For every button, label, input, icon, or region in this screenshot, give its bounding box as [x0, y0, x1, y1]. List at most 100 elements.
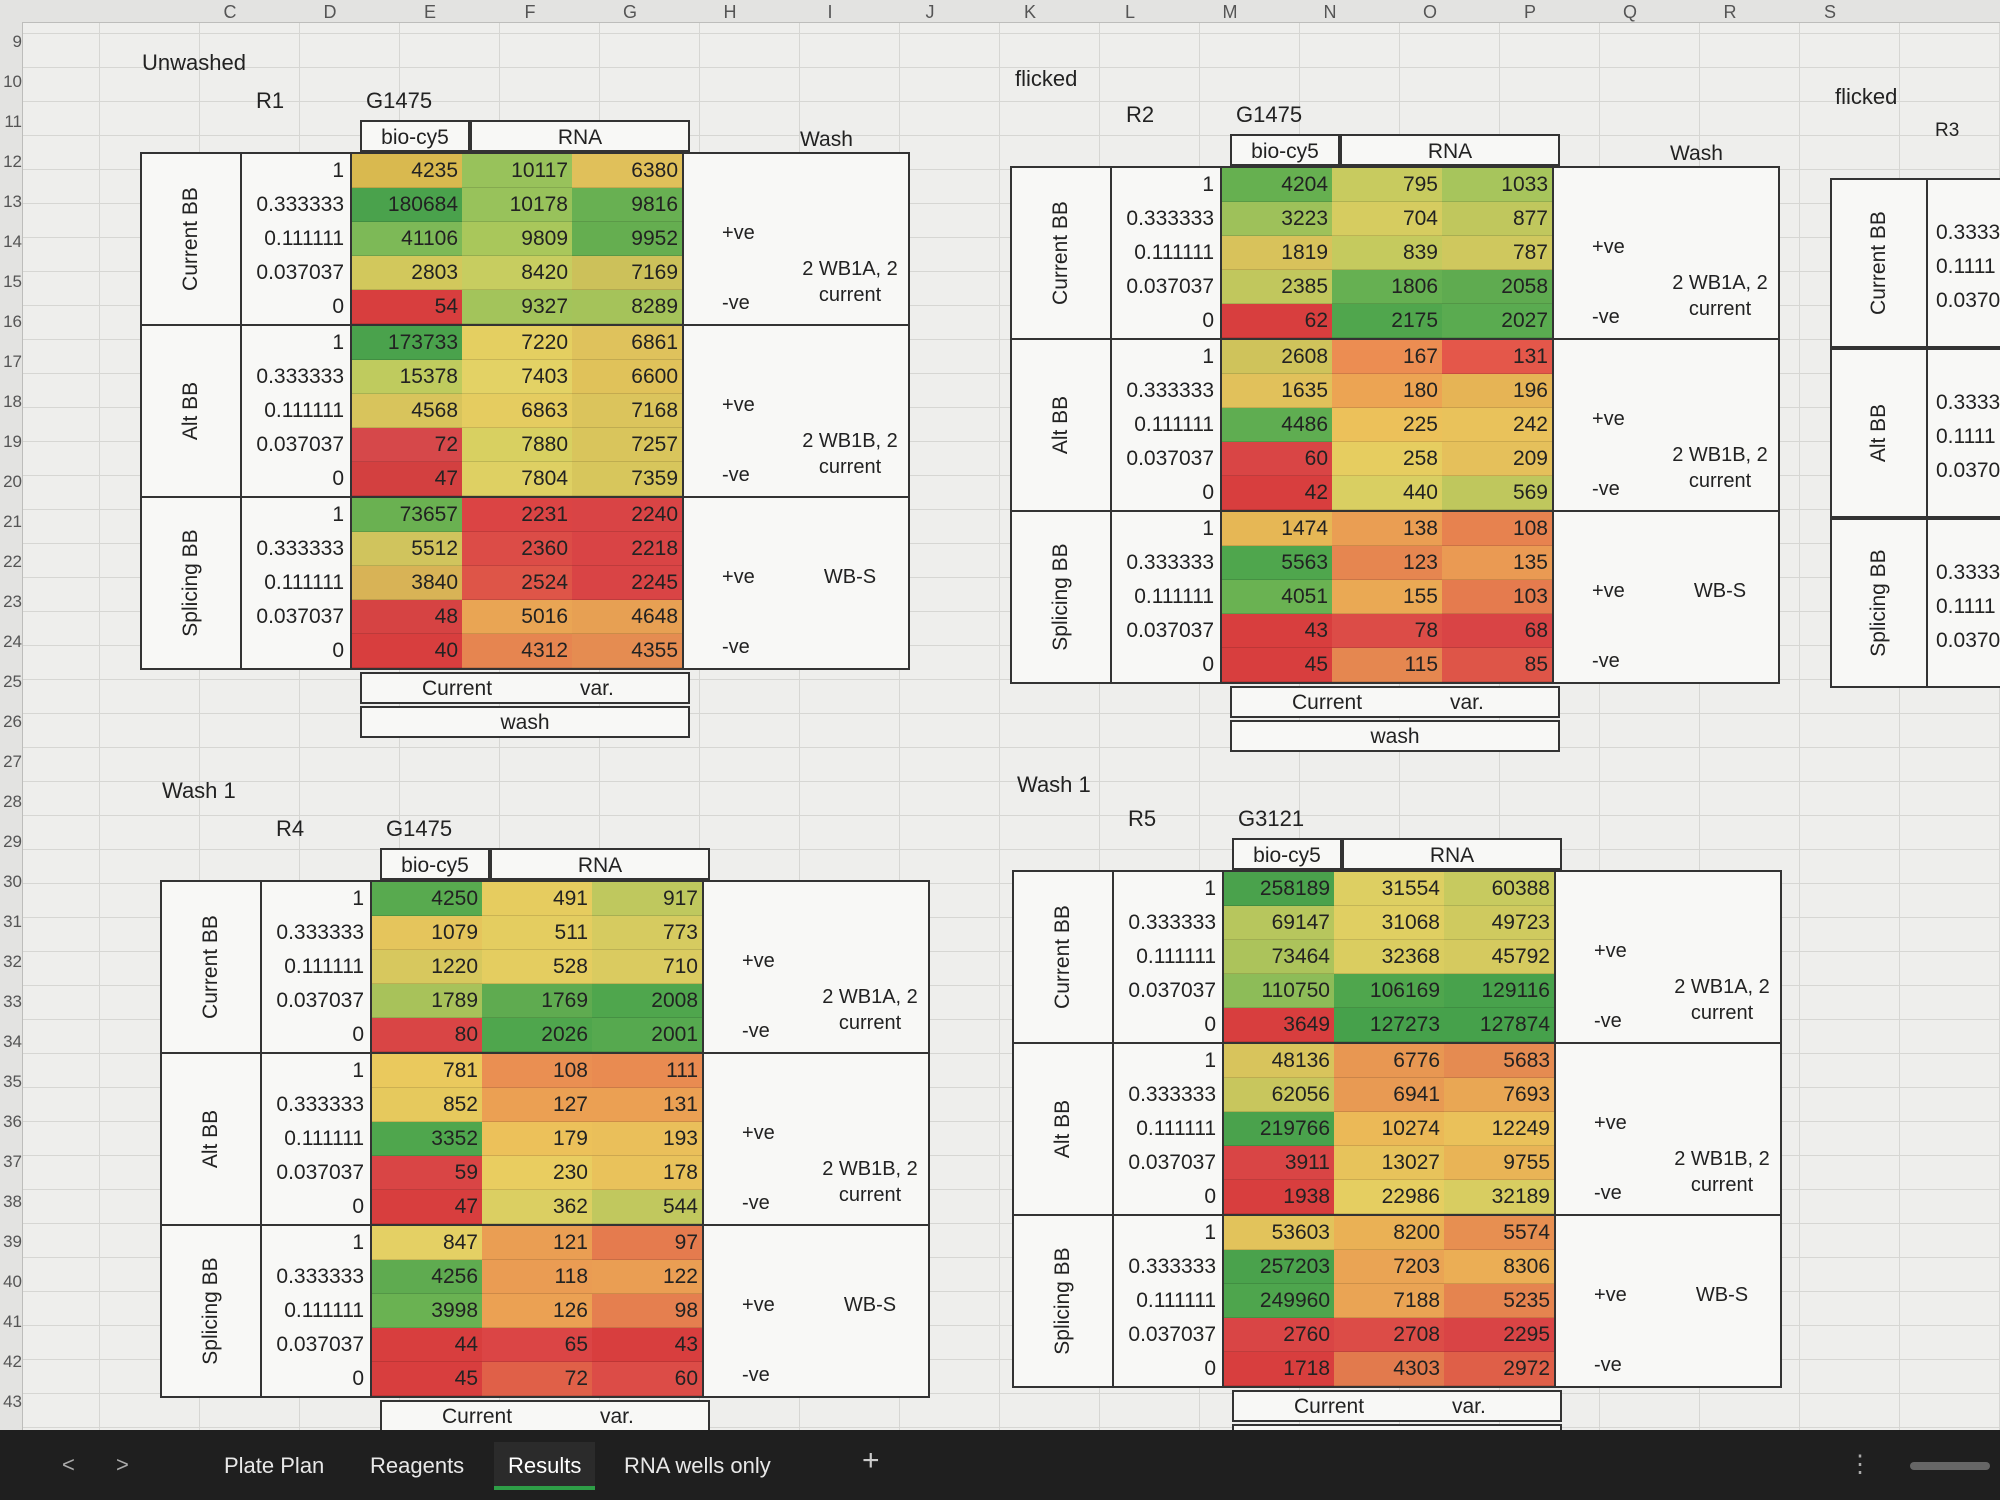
data-cell[interactable]: 47: [372, 1190, 482, 1224]
data-cell[interactable]: 3223: [1222, 202, 1332, 236]
data-cell[interactable]: 8420: [462, 256, 572, 290]
data-cell[interactable]: 103: [1442, 580, 1552, 614]
row-number[interactable]: 15: [3, 272, 22, 291]
row-number[interactable]: 41: [3, 1312, 22, 1331]
row-number[interactable]: 25: [3, 672, 22, 691]
negative-control-label[interactable]: -ve: [1592, 478, 1620, 500]
label-unwashed[interactable]: Unwashed: [142, 50, 246, 75]
concentration-cell[interactable]: 0.0370: [1936, 459, 2000, 482]
data-cell[interactable]: 173733: [352, 326, 462, 360]
data-cell[interactable]: 12249: [1444, 1112, 1554, 1146]
data-cell[interactable]: 839: [1332, 236, 1442, 270]
data-cell[interactable]: 10274: [1334, 1112, 1444, 1146]
column-letter[interactable]: S: [1823, 2, 1836, 22]
data-cell[interactable]: 1635: [1222, 374, 1332, 408]
data-cell[interactable]: 10178: [462, 188, 572, 222]
wash-buffer-label[interactable]: WB-S: [823, 566, 877, 588]
col-header-rna[interactable]: RNA: [490, 848, 710, 880]
concentration-cell[interactable]: 0.111111: [264, 227, 344, 250]
data-cell[interactable]: 4312: [462, 634, 572, 668]
concentration-cell[interactable]: 0.333333: [276, 1265, 364, 1288]
group-label-cell[interactable]: Current BB: [1832, 180, 1928, 346]
data-cell[interactable]: 511: [482, 916, 592, 950]
data-cell[interactable]: 2001: [592, 1018, 702, 1052]
footer-current-var[interactable]: Current var.: [1230, 686, 1560, 718]
group-label-cell[interactable]: Alt BB: [1832, 350, 1928, 516]
data-cell[interactable]: 10117: [462, 154, 572, 188]
data-cell[interactable]: 242: [1442, 408, 1552, 442]
data-cell[interactable]: 852: [372, 1088, 482, 1122]
data-cell[interactable]: 97: [592, 1226, 702, 1260]
data-cell[interactable]: 209: [1442, 442, 1552, 476]
data-cell[interactable]: 48: [352, 600, 462, 634]
data-cell[interactable]: 440: [1332, 476, 1442, 510]
row-number[interactable]: 16: [3, 312, 22, 331]
data-cell[interactable]: 85: [1442, 648, 1552, 682]
plate-label[interactable]: G3121: [1238, 806, 1305, 831]
data-cell[interactable]: 257203: [1224, 1250, 1334, 1284]
concentration-cell[interactable]: 1: [332, 331, 344, 354]
concentration-cell[interactable]: 0: [352, 1195, 364, 1218]
concentration-cell[interactable]: 0.333333: [1128, 911, 1216, 934]
concentration-cell[interactable]: 1: [1204, 1221, 1216, 1244]
data-cell[interactable]: 6861: [572, 326, 682, 360]
data-cell[interactable]: 54: [352, 290, 462, 324]
row-number[interactable]: 20: [3, 472, 22, 491]
data-cell[interactable]: 7257: [572, 428, 682, 462]
data-cell[interactable]: 2058: [1442, 270, 1552, 304]
negative-control-label[interactable]: -ve: [742, 1020, 770, 1042]
data-cell[interactable]: 31068: [1334, 906, 1444, 940]
data-cell[interactable]: 7804: [462, 462, 572, 496]
data-cell[interactable]: 118: [482, 1260, 592, 1294]
tab-results[interactable]: Results: [494, 1442, 596, 1490]
concentration-cell[interactable]: 0.111111: [284, 1127, 364, 1150]
row-number[interactable]: 18: [3, 392, 22, 411]
positive-control-label[interactable]: +ve: [1594, 1112, 1627, 1134]
concentration-cell[interactable]: 1: [332, 159, 344, 182]
row-number[interactable]: 12: [3, 152, 22, 171]
row-number[interactable]: 31: [3, 912, 22, 931]
data-cell[interactable]: 249960: [1224, 1284, 1334, 1318]
data-cell[interactable]: 528: [482, 950, 592, 984]
negative-control-label[interactable]: -ve: [1594, 1010, 1622, 1032]
data-cell[interactable]: 193: [592, 1122, 702, 1156]
data-cell[interactable]: 179: [482, 1122, 592, 1156]
positive-control-label[interactable]: +ve: [1594, 940, 1627, 962]
group-label-cell[interactable]: Current BB: [162, 882, 262, 1052]
data-cell[interactable]: 73464: [1224, 940, 1334, 974]
column-letter[interactable]: F: [524, 2, 536, 22]
data-cell[interactable]: 3911: [1224, 1146, 1334, 1180]
data-cell[interactable]: 108: [1442, 512, 1552, 546]
concentration-cell[interactable]: 0.0370: [1936, 629, 2000, 652]
label-wash1-right[interactable]: Wash 1: [1017, 772, 1091, 797]
data-cell[interactable]: 7403: [462, 360, 572, 394]
data-cell[interactable]: 2524: [462, 566, 572, 600]
data-cell[interactable]: 710: [592, 950, 702, 984]
negative-control-label[interactable]: -ve: [722, 292, 750, 314]
tab-plate-plan[interactable]: Plate Plan: [224, 1453, 325, 1478]
concentration-cell[interactable]: 0.333333: [256, 193, 344, 216]
data-cell[interactable]: 787: [1442, 236, 1552, 270]
data-cell[interactable]: 6600: [572, 360, 682, 394]
data-cell[interactable]: 2026: [482, 1018, 592, 1052]
data-cell[interactable]: 5574: [1444, 1216, 1554, 1250]
concentration-cell[interactable]: 0.3333: [1936, 391, 2000, 414]
data-cell[interactable]: 795: [1332, 168, 1442, 202]
group-label-cell[interactable]: Current BB: [1014, 872, 1114, 1042]
data-cell[interactable]: 2972: [1444, 1352, 1554, 1386]
column-letter[interactable]: O: [1422, 2, 1437, 22]
data-cell[interactable]: 2360: [462, 532, 572, 566]
wash-buffer-label[interactable]: 2 WB1B, 2 current: [822, 1158, 918, 1206]
data-cell[interactable]: 47: [352, 462, 462, 496]
concentration-cell[interactable]: 0: [1202, 481, 1214, 504]
data-cell[interactable]: 2385: [1222, 270, 1332, 304]
wash-buffer-label[interactable]: WB-S: [1693, 580, 1747, 602]
row-number[interactable]: 34: [3, 1032, 22, 1051]
plate-label[interactable]: G1475: [386, 816, 453, 841]
data-cell[interactable]: 8306: [1444, 1250, 1554, 1284]
concentration-cell[interactable]: 0.037037: [256, 261, 344, 284]
footer-current-var[interactable]: Current var.: [1232, 1390, 1562, 1422]
run-label[interactable]: R2: [1126, 102, 1155, 127]
data-cell[interactable]: 15378: [352, 360, 462, 394]
data-cell[interactable]: 73657: [352, 498, 462, 532]
